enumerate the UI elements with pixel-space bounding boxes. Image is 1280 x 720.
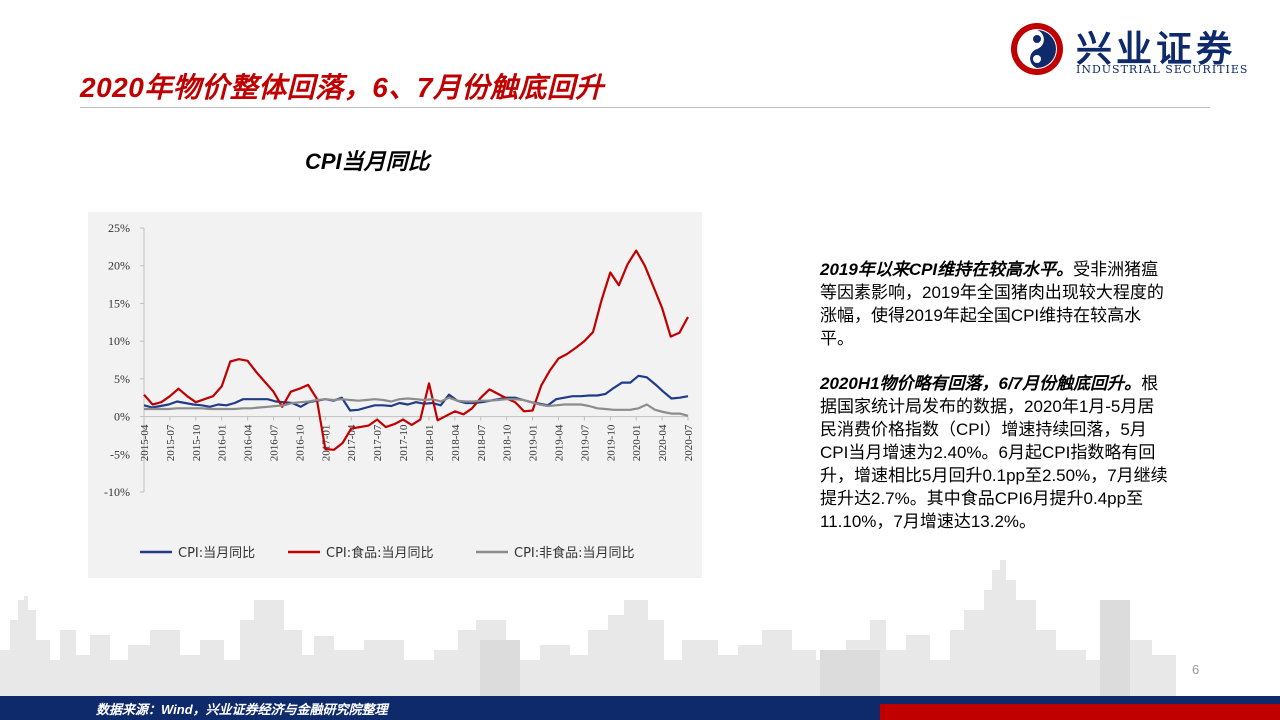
x-tick-label: 2015-04 bbox=[139, 424, 151, 461]
x-tick-label: 2020-01 bbox=[631, 425, 643, 462]
x-tick-label: 2020-04 bbox=[657, 424, 669, 461]
logo-mark-icon bbox=[1011, 23, 1063, 75]
x-tick-label: 2016-10 bbox=[294, 424, 306, 461]
x-tick-label: 2018-04 bbox=[450, 424, 462, 461]
x-tick-label: 2016-01 bbox=[217, 425, 229, 462]
commentary-2-heading: 2020H1物价略有回落，6/7月份触底回升。 bbox=[820, 374, 1142, 393]
x-tick-label: 2020-07 bbox=[683, 424, 695, 461]
commentary-2-body: 根据国家统计局发布的数据，2020年1月-5月居民消费价格指数（CPI）增速持续… bbox=[820, 374, 1168, 531]
x-tick-label: 2019-10 bbox=[605, 424, 617, 461]
footer-bar: 数据来源：Wind，兴业证券经济与金融研究院整理 bbox=[0, 696, 1280, 720]
cpi-chart-svg: 25% 20% 15% 10% 5% 0% -5% -10% 2015-04 2015-07 201… bbox=[104, 221, 695, 561]
x-tick-label: 2019-07 bbox=[579, 424, 591, 461]
chart-title: CPI当月同比 bbox=[305, 149, 430, 174]
x-tick-label: 2015-07 bbox=[165, 424, 177, 461]
commentary-panel: 2019年以来CPI维持在较高水平。受非洲猪瘟等因素影响，2019年全国猪肉出现… bbox=[820, 258, 1170, 555]
footer-accent bbox=[880, 704, 1280, 720]
y-tick-label: 0% bbox=[114, 410, 130, 424]
footer-source: 数据来源：Wind，兴业证券经济与金融研究院整理 bbox=[96, 702, 388, 717]
x-tick-label: 2016-04 bbox=[243, 424, 255, 461]
legend-label-1: CPI:当月同比 bbox=[178, 546, 255, 561]
x-tick-label: 2015-10 bbox=[191, 424, 203, 461]
x-tick-label: 2018-07 bbox=[476, 424, 488, 461]
legend-label-3: CPI:非食品:当月同比 bbox=[514, 545, 635, 561]
slide-title: 2020年物价整体回落，6、7月份触底回升 bbox=[80, 72, 604, 103]
y-tick-label: -10% bbox=[104, 485, 130, 499]
y-tick-label: 20% bbox=[108, 259, 130, 273]
x-tick-label: 2016-07 bbox=[269, 424, 281, 461]
series-line-3 bbox=[144, 396, 689, 417]
y-tick-label: 15% bbox=[108, 296, 130, 310]
city-skyline-decoration bbox=[0, 560, 1176, 696]
series-line-1 bbox=[143, 374, 689, 412]
page-number: 6 bbox=[1192, 662, 1200, 677]
y-tick-label: -5% bbox=[110, 447, 130, 461]
commentary-paragraph-1: 2019年以来CPI维持在较高水平。受非洲猪瘟等因素影响，2019年全国猪肉出现… bbox=[820, 258, 1170, 350]
x-tick-label: 2017-04 bbox=[346, 424, 358, 461]
x-tick-label: 2017-07 bbox=[372, 424, 384, 461]
logo-chinese-name: 兴业证券 bbox=[1076, 29, 1237, 70]
x-tick-label: 2018-01 bbox=[424, 425, 436, 462]
commentary-1-heading: 2019年以来CPI维持在较高水平。 bbox=[820, 260, 1074, 279]
x-tick-label: 2018-10 bbox=[502, 424, 514, 461]
series-line-2 bbox=[143, 249, 689, 451]
company-logo: 兴业证券 INDUSTRIAL SECURITIES bbox=[1010, 20, 1260, 78]
commentary-1-body: 受非洲猪瘟等因素影响，2019年全国猪肉出现较大程度的涨幅，使得2019年起全国… bbox=[820, 260, 1164, 348]
logo-english-name: INDUSTRIAL SECURITIES bbox=[1076, 63, 1249, 76]
x-tick-label: 2017-10 bbox=[398, 424, 410, 461]
y-tick-label: 25% bbox=[108, 221, 130, 235]
y-tick-label: 5% bbox=[114, 372, 130, 386]
x-tick-label: 2019-01 bbox=[528, 425, 540, 462]
x-tick-label: 2019-04 bbox=[553, 424, 565, 461]
legend-label-2: CPI:食品:当月同比 bbox=[326, 545, 434, 561]
cpi-chart: 25% 20% 15% 10% 5% 0% -5% -10% 2015-04 2015-07 201… bbox=[88, 212, 702, 578]
y-tick-label: 10% bbox=[108, 334, 130, 348]
title-divider bbox=[80, 107, 1210, 108]
commentary-paragraph-2: 2020H1物价略有回落，6/7月份触底回升。根据国家统计局发布的数据，2020… bbox=[820, 372, 1170, 533]
